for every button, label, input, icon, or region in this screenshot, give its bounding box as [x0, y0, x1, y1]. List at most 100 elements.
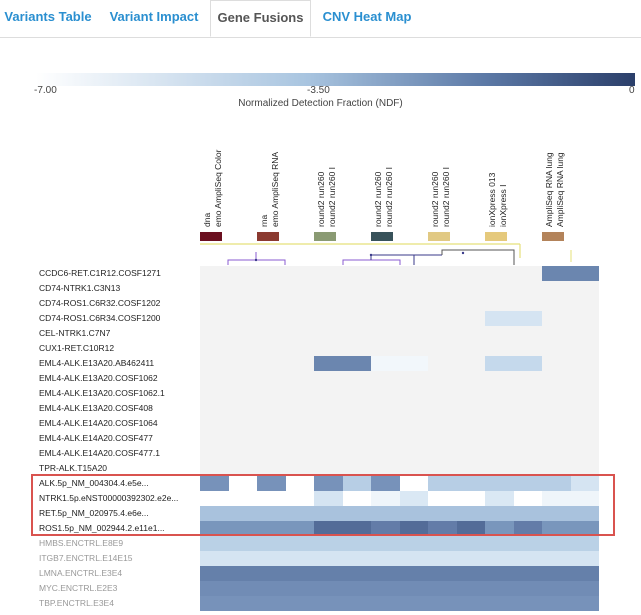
heatmap-cell[interactable]: [200, 431, 229, 446]
heatmap-cell[interactable]: [456, 551, 485, 566]
heatmap-cell[interactable]: [342, 311, 371, 326]
heatmap-cell[interactable]: [513, 296, 542, 311]
heatmap-cell[interactable]: [570, 521, 599, 536]
heatmap-cell[interactable]: [542, 416, 571, 431]
heatmap-cell[interactable]: [285, 371, 314, 386]
heatmap-cell[interactable]: [570, 476, 599, 491]
heatmap-cell[interactable]: [485, 356, 514, 371]
heatmap-cell[interactable]: [542, 446, 571, 461]
heatmap-cell[interactable]: [342, 536, 371, 551]
heatmap-cell[interactable]: [513, 521, 542, 536]
heatmap-cell[interactable]: [342, 296, 371, 311]
heatmap-cell[interactable]: [399, 491, 428, 506]
heatmap-cell[interactable]: [570, 266, 599, 281]
heatmap-cell[interactable]: [485, 521, 514, 536]
heatmap-cell[interactable]: [200, 281, 229, 296]
heatmap-cell[interactable]: [371, 461, 400, 476]
heatmap-cell[interactable]: [542, 356, 571, 371]
heatmap-cell[interactable]: [428, 281, 457, 296]
heatmap-cell[interactable]: [342, 356, 371, 371]
heatmap-cell[interactable]: [513, 281, 542, 296]
heatmap-cell[interactable]: [570, 596, 599, 611]
heatmap-cell[interactable]: [542, 296, 571, 311]
heatmap-cell[interactable]: [542, 506, 571, 521]
heatmap-cell[interactable]: [200, 476, 229, 491]
heatmap-cell[interactable]: [371, 491, 400, 506]
heatmap-cell[interactable]: [228, 536, 257, 551]
heatmap-cell[interactable]: [371, 266, 400, 281]
heatmap-cell[interactable]: [200, 266, 229, 281]
heatmap-cell[interactable]: [342, 446, 371, 461]
heatmap-cell[interactable]: [285, 416, 314, 431]
heatmap-cell[interactable]: [456, 506, 485, 521]
heatmap-cell[interactable]: [485, 341, 514, 356]
heatmap-cell[interactable]: [371, 476, 400, 491]
heatmap-cell[interactable]: [314, 356, 343, 371]
heatmap-cell[interactable]: [456, 341, 485, 356]
heatmap-cell[interactable]: [228, 461, 257, 476]
heatmap-cell[interactable]: [257, 341, 286, 356]
heatmap-cell[interactable]: [314, 401, 343, 416]
heatmap-cell[interactable]: [399, 416, 428, 431]
heatmap-cell[interactable]: [314, 566, 343, 581]
heatmap-cell[interactable]: [371, 581, 400, 596]
heatmap-cell[interactable]: [513, 581, 542, 596]
heatmap-cell[interactable]: [399, 371, 428, 386]
heatmap-cell[interactable]: [428, 431, 457, 446]
heatmap-cell[interactable]: [314, 581, 343, 596]
heatmap-cell[interactable]: [513, 311, 542, 326]
heatmap-cell[interactable]: [257, 401, 286, 416]
heatmap-cell[interactable]: [371, 551, 400, 566]
heatmap-cell[interactable]: [399, 356, 428, 371]
heatmap-cell[interactable]: [428, 536, 457, 551]
heatmap-cell[interactable]: [200, 386, 229, 401]
heatmap-cell[interactable]: [570, 311, 599, 326]
heatmap-cell[interactable]: [542, 266, 571, 281]
heatmap-cell[interactable]: [513, 326, 542, 341]
heatmap-cell[interactable]: [456, 536, 485, 551]
heatmap-cell[interactable]: [513, 491, 542, 506]
heatmap-cell[interactable]: [428, 341, 457, 356]
heatmap-cell[interactable]: [456, 281, 485, 296]
heatmap-cell[interactable]: [399, 266, 428, 281]
heatmap-cell[interactable]: [456, 311, 485, 326]
heatmap-cell[interactable]: [428, 386, 457, 401]
heatmap-cell[interactable]: [228, 551, 257, 566]
heatmap-cell[interactable]: [456, 371, 485, 386]
heatmap-cell[interactable]: [285, 446, 314, 461]
heatmap-cell[interactable]: [228, 281, 257, 296]
heatmap-cell[interactable]: [570, 446, 599, 461]
heatmap-cell[interactable]: [456, 326, 485, 341]
heatmap-cell[interactable]: [542, 566, 571, 581]
heatmap-cell[interactable]: [513, 266, 542, 281]
heatmap-cell[interactable]: [570, 506, 599, 521]
tab-cnv-heat-map[interactable]: CNV Heat Map: [322, 9, 412, 24]
heatmap-cell[interactable]: [314, 341, 343, 356]
heatmap-cell[interactable]: [342, 371, 371, 386]
heatmap-cell[interactable]: [456, 461, 485, 476]
heatmap-cell[interactable]: [371, 281, 400, 296]
heatmap-cell[interactable]: [200, 461, 229, 476]
heatmap-cell[interactable]: [485, 491, 514, 506]
heatmap-cell[interactable]: [371, 536, 400, 551]
heatmap-cell[interactable]: [285, 536, 314, 551]
heatmap-cell[interactable]: [371, 386, 400, 401]
heatmap-cell[interactable]: [371, 401, 400, 416]
heatmap-cell[interactable]: [228, 341, 257, 356]
tab-variant-impact[interactable]: Variant Impact: [109, 9, 199, 24]
heatmap-cell[interactable]: [513, 506, 542, 521]
heatmap-cell[interactable]: [200, 311, 229, 326]
heatmap-cell[interactable]: [285, 266, 314, 281]
heatmap-cell[interactable]: [542, 581, 571, 596]
heatmap-cell[interactable]: [285, 461, 314, 476]
heatmap-cell[interactable]: [228, 356, 257, 371]
heatmap-cell[interactable]: [342, 551, 371, 566]
heatmap-cell[interactable]: [542, 401, 571, 416]
heatmap-cell[interactable]: [285, 341, 314, 356]
heatmap-cell[interactable]: [200, 401, 229, 416]
heatmap-cell[interactable]: [485, 506, 514, 521]
heatmap-cell[interactable]: [342, 341, 371, 356]
heatmap-cell[interactable]: [371, 446, 400, 461]
heatmap-cell[interactable]: [399, 536, 428, 551]
heatmap-cell[interactable]: [428, 266, 457, 281]
